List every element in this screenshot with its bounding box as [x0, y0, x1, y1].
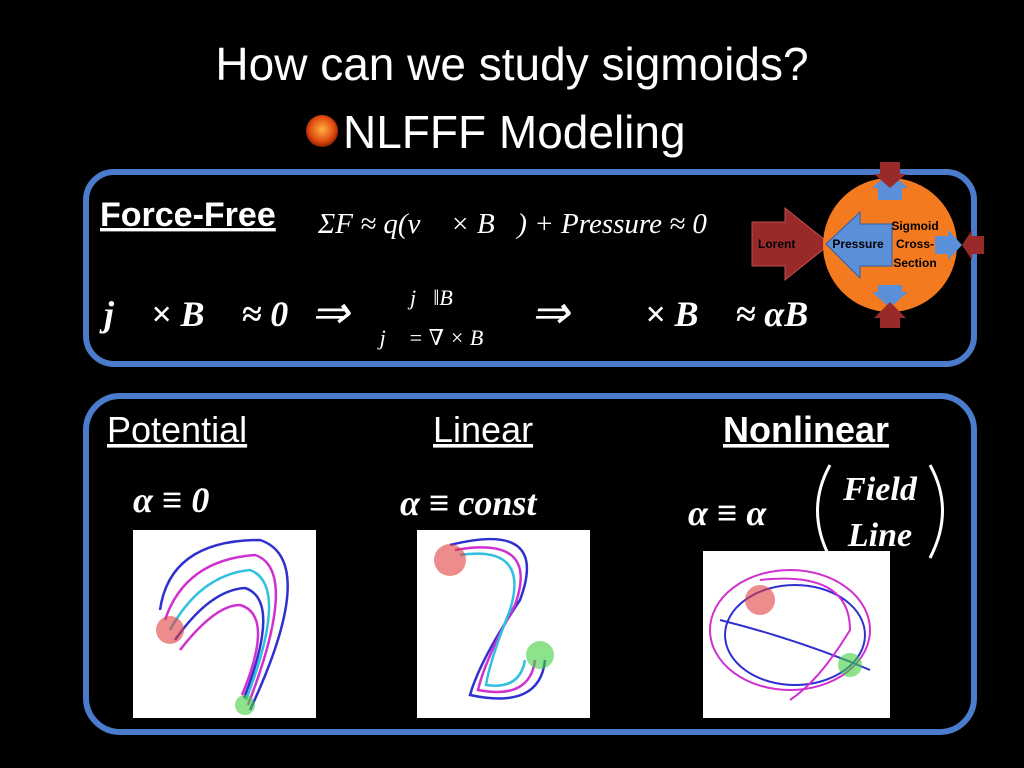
sigmoid-diagram: Lorent Pressure Sigmoid Cross- Section — [751, 162, 984, 328]
model-name: Nonlinear — [723, 409, 889, 450]
formula: α ≡ α — [688, 493, 767, 533]
title: How can we study sigmoids? — [215, 38, 808, 90]
arrow — [874, 162, 906, 188]
equation: j⃗ × B⃗ ≈ 0 — [99, 294, 288, 334]
paren — [816, 464, 832, 559]
force-equation: ΣF ≈ q(v⃗ × B⃗) + Pressure ≈ 0 — [317, 208, 707, 240]
model-image — [703, 551, 890, 718]
pressure-arrow — [825, 210, 893, 280]
implies: ⇒ — [531, 287, 572, 338]
bullet-icon — [306, 115, 338, 147]
model-image — [417, 530, 590, 718]
formula: α ≡ 0 — [133, 480, 209, 520]
equation: j⃗‖B⃗ — [407, 285, 470, 310]
pressure-label: Pressure — [832, 237, 884, 251]
model-name: Potential — [107, 409, 247, 450]
section-label: Sigmoid — [891, 219, 938, 233]
arrow — [872, 285, 908, 308]
force-free-box — [83, 169, 977, 367]
equation: ∇⃗ × B⃗ ≈ αB⃗ — [580, 294, 836, 334]
model-image — [133, 530, 316, 718]
formula-argument: Field — [842, 471, 918, 508]
arrow — [874, 302, 906, 328]
equation: j⃗ = ∇ × B⃗ — [377, 325, 501, 350]
formula: α ≡ const — [400, 483, 537, 523]
section-label: Cross- — [896, 237, 934, 251]
section-label: Section — [893, 256, 936, 270]
model-name: Linear — [433, 409, 533, 450]
subtitle: NLFFF Modeling — [343, 106, 686, 158]
arrow — [962, 230, 984, 260]
formula-argument: Line — [847, 517, 912, 554]
implies: ⇒ — [311, 287, 352, 338]
arrow — [935, 230, 962, 260]
paren — [928, 464, 944, 559]
lorentz-label: Lorent — [758, 237, 795, 251]
lorentz-arrow — [751, 206, 831, 282]
force-free-label: Force-Free — [100, 196, 276, 234]
